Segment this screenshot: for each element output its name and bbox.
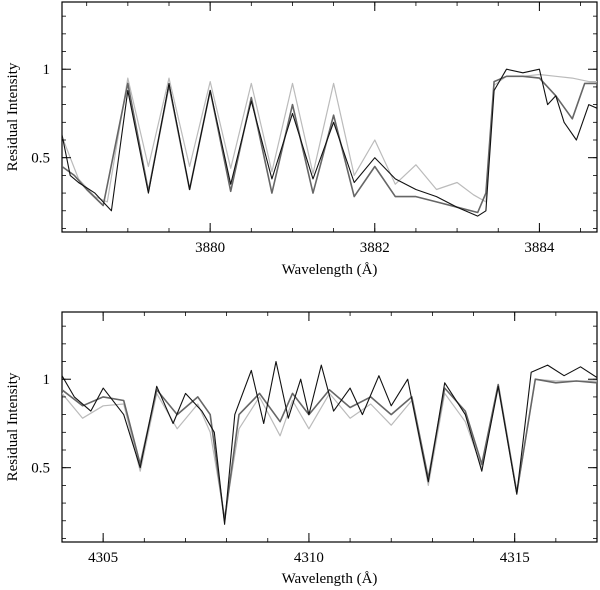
bottom-series-line-0 bbox=[62, 378, 597, 518]
top-panel: 3880 3882 3884 0.5 1 Wavelength (Å) Residual… bbox=[5, 1, 598, 278]
top-series-line-2 bbox=[62, 68, 597, 217]
top-plot-frame bbox=[61, 1, 598, 233]
top-x-tick-label: 3882 bbox=[360, 240, 390, 256]
bottom-panel: 4305 4310 4315 0.5 1 Wavelength (Å) Residual… bbox=[5, 311, 598, 587]
top-x-axis-label: Wavelength (Å) bbox=[282, 262, 378, 278]
bottom-plot-frame bbox=[61, 311, 598, 543]
bottom-y-tick-label: 1 bbox=[43, 372, 51, 388]
bottom-y-axis-label: Residual Intensity bbox=[5, 372, 21, 481]
bottom-series-line-2 bbox=[62, 360, 597, 525]
bottom-x-tick-label: 4315 bbox=[500, 550, 530, 566]
top-x-tick-label: 3884 bbox=[524, 240, 555, 256]
bottom-series-line-1 bbox=[62, 378, 597, 522]
top-x-tick-label: 3880 bbox=[195, 240, 225, 256]
top-series-line-1 bbox=[62, 75, 597, 214]
top-y-axis-label: Residual Intensity bbox=[5, 62, 21, 171]
top-y-tick-label: 1 bbox=[43, 62, 51, 78]
bottom-x-tick-label: 4305 bbox=[88, 550, 118, 566]
bottom-x-axis-label: Wavelength (Å) bbox=[282, 571, 378, 587]
bottom-y-tick-label: 0.5 bbox=[31, 461, 50, 477]
top-series-line-0 bbox=[62, 73, 597, 203]
bottom-x-tick-label: 4310 bbox=[294, 550, 324, 566]
top-y-tick-label: 0.5 bbox=[31, 151, 50, 167]
